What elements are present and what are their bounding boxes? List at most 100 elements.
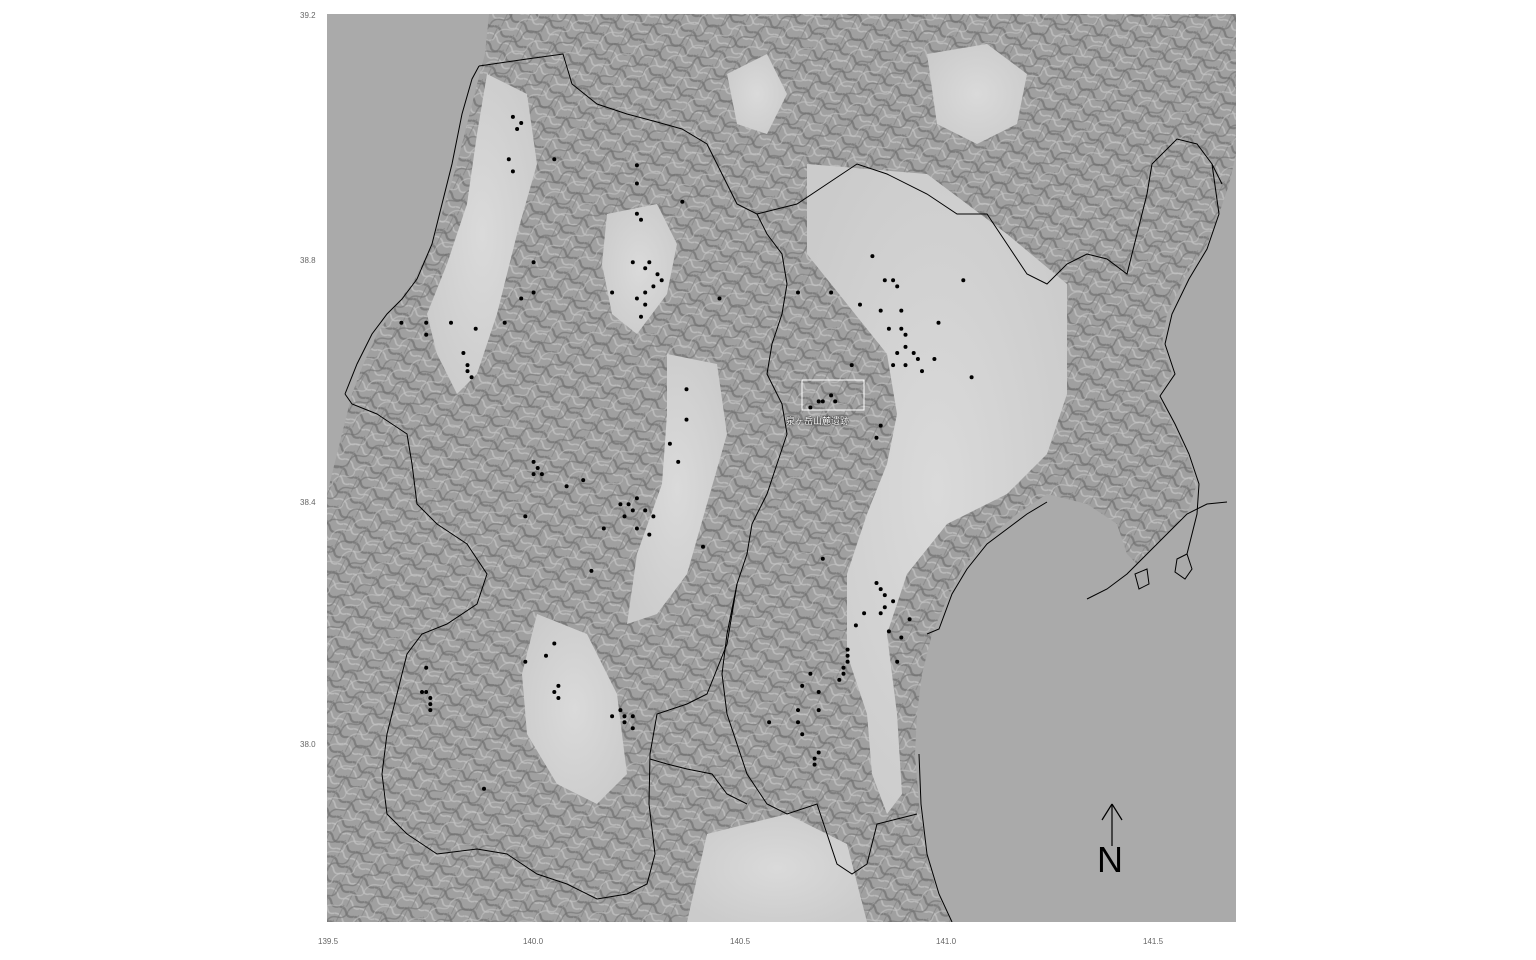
site-point[interactable] [523,514,528,519]
site-point[interactable] [808,671,813,676]
site-point[interactable] [523,659,528,664]
site-point[interactable] [465,369,470,374]
site-point[interactable] [684,387,689,392]
site-point[interactable] [510,114,515,119]
site-point[interactable] [502,320,507,325]
site-point[interactable] [915,357,920,361]
site-point[interactable] [630,260,635,265]
site-point[interactable] [469,375,474,380]
site-point[interactable] [651,514,656,519]
site-point[interactable] [428,696,433,700]
site-point[interactable] [808,405,813,410]
site-point[interactable] [820,399,825,404]
site-point[interactable] [870,254,875,259]
site-point[interactable] [610,714,615,719]
site-point[interactable] [858,302,862,307]
site-point[interactable] [634,526,639,531]
site-point[interactable] [816,399,821,404]
site-point[interactable] [932,357,937,361]
site-point[interactable] [837,677,842,682]
site-point[interactable] [907,617,912,622]
map-canvas[interactable] [327,14,1236,922]
site-point[interactable] [643,290,648,295]
site-point[interactable] [796,708,800,713]
site-point[interactable] [796,290,800,295]
site-point[interactable] [701,544,705,549]
site-point[interactable] [920,369,924,374]
site-point[interactable] [531,260,536,265]
site-point[interactable] [643,302,648,307]
site-point[interactable] [882,593,887,598]
site-point[interactable] [812,762,817,767]
site-point[interactable] [399,320,404,325]
site-point[interactable] [564,484,569,489]
site-point[interactable] [717,296,722,301]
site-point[interactable] [891,363,896,368]
site-point[interactable] [903,344,908,349]
site-point[interactable] [622,514,627,519]
site-point[interactable] [878,423,883,428]
site-point[interactable] [895,659,900,664]
site-point[interactable] [651,284,656,289]
site-point[interactable] [618,502,623,507]
site-point[interactable] [630,726,635,731]
site-point[interactable] [899,308,904,313]
site-point[interactable] [841,665,846,670]
site-point[interactable] [473,326,478,331]
site-point[interactable] [853,623,858,628]
site-point[interactable] [899,635,904,640]
site-point[interactable] [895,351,900,355]
site-point[interactable] [891,278,896,283]
site-point[interactable] [519,296,524,301]
site-point[interactable] [639,314,643,319]
site-point[interactable] [845,659,850,664]
site-point[interactable] [680,199,685,204]
site-point[interactable] [882,278,887,283]
site-point[interactable] [424,665,429,670]
site-point[interactable] [461,351,466,355]
site-point[interactable] [622,714,627,719]
site-point[interactable] [969,375,974,380]
site-point[interactable] [618,708,623,713]
site-point[interactable] [424,332,429,337]
site-point[interactable] [601,526,606,531]
site-point[interactable] [634,163,639,168]
site-point[interactable] [519,121,524,125]
site-point[interactable] [874,581,879,585]
site-point[interactable] [556,696,561,700]
site-point[interactable] [936,320,941,325]
site-point[interactable] [634,211,639,216]
site-point[interactable] [812,756,817,761]
site-point[interactable] [465,363,470,368]
site-point[interactable] [428,708,433,713]
site-point[interactable] [684,417,689,422]
site-point[interactable] [891,599,896,604]
site-point[interactable] [610,290,615,295]
site-point[interactable] [581,478,586,483]
site-point[interactable] [820,556,825,561]
site-point[interactable] [539,472,544,477]
site-point[interactable] [626,502,631,507]
site-point[interactable] [911,351,916,355]
site-point[interactable] [676,459,681,464]
site-point[interactable] [886,326,891,331]
site-point[interactable] [647,532,652,537]
site-point[interactable] [552,641,557,646]
site-point[interactable] [655,272,660,277]
site-point[interactable] [639,217,643,222]
site-point[interactable] [515,127,520,131]
site-point[interactable] [622,720,627,725]
site-point[interactable] [878,587,883,592]
site-point[interactable] [634,181,639,186]
site-point[interactable] [643,266,648,271]
site-point[interactable] [556,683,561,688]
site-point[interactable] [667,441,672,446]
site-point[interactable] [424,690,429,694]
site-point[interactable] [634,496,639,501]
site-point[interactable] [816,690,821,694]
site-point[interactable] [420,690,424,694]
site-point[interactable] [849,363,854,368]
site-point[interactable] [833,399,838,404]
site-point[interactable] [874,435,879,440]
site-point[interactable] [643,508,648,513]
